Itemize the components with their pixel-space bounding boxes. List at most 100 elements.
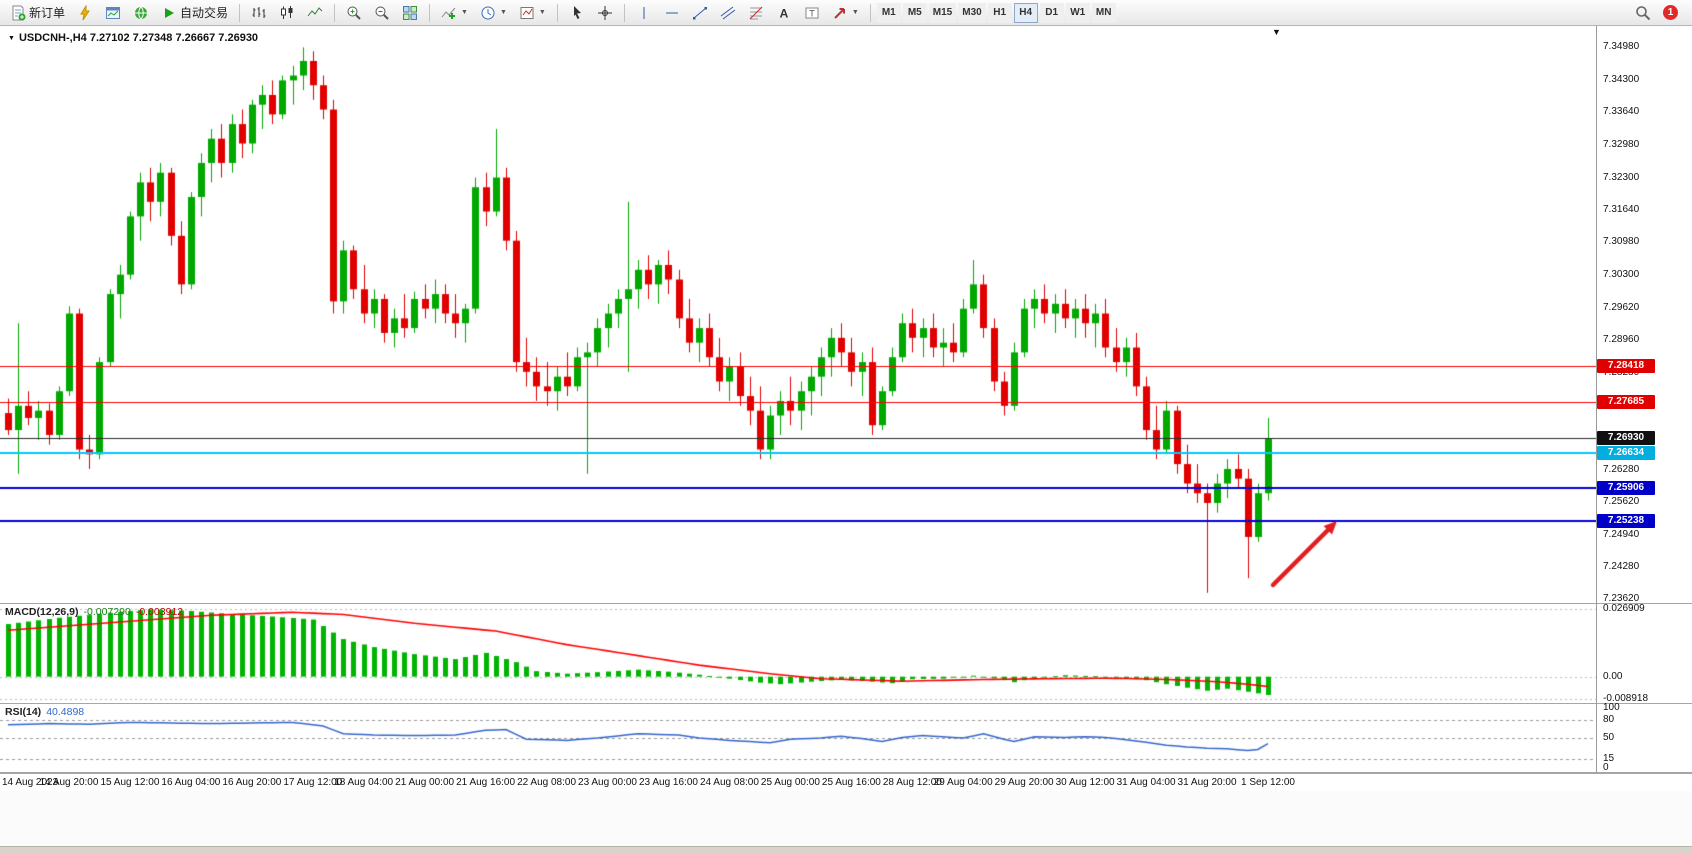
macd-axis-label: 0.00: [1603, 670, 1623, 682]
rsi-indicator-canvas[interactable]: [0, 704, 1596, 771]
macd-axis-label: -0.008918: [1603, 693, 1649, 705]
macd-axis-label: 0.026909: [1603, 603, 1645, 615]
autotrading-icon: [165, 7, 175, 18]
trendline-button[interactable]: [687, 2, 713, 24]
candlestick-chart-button[interactable]: [274, 2, 300, 24]
time-axis-label: 1 Sep 12:00: [1241, 777, 1295, 788]
indicators-icon: [441, 7, 456, 19]
line-chart-button[interactable]: [302, 2, 328, 24]
timeframe-m1-button[interactable]: M1: [876, 2, 901, 23]
toolbar-separator: [334, 3, 336, 22]
bar-chart-button[interactable]: [246, 2, 272, 24]
new-order-button[interactable]: 新订单: [5, 2, 70, 24]
svg-text:T: T: [809, 8, 815, 18]
price-tag[interactable]: 7.25906: [1597, 481, 1655, 496]
equidistant-channel-icon: [720, 6, 736, 19]
time-axis-label: 31 Aug 04:00: [1116, 777, 1176, 788]
chart-shift-marker[interactable]: ▼: [1272, 27, 1281, 37]
templates-button[interactable]: ▼: [514, 2, 551, 24]
window-bottom-edge: [0, 846, 1692, 854]
panel-divider[interactable]: [0, 603, 1692, 604]
chart-window-button[interactable]: [100, 2, 126, 24]
price-axis-label: 7.32980: [1603, 138, 1640, 150]
time-axis-label: 28 Aug 12:00: [882, 777, 942, 788]
time-axis-label: 29 Aug 04:00: [933, 777, 993, 788]
timeframe-w1-button[interactable]: W1: [1065, 2, 1090, 23]
crosshair-button[interactable]: [592, 2, 618, 24]
arrows-button[interactable]: ▼: [827, 2, 864, 24]
price-tag[interactable]: 7.26634: [1597, 445, 1655, 460]
macd-indicator-canvas[interactable]: [0, 604, 1596, 703]
vertical-line-button[interactable]: [631, 2, 657, 24]
rsi-axis-label: 80: [1603, 714, 1615, 725]
symbol-caret-icon[interactable]: ▼: [8, 34, 15, 42]
zoom-out-button[interactable]: [369, 2, 395, 24]
horizontal-line-button[interactable]: [659, 2, 685, 24]
price-axis-label: 7.31640: [1603, 203, 1640, 215]
chart-symbol-header: ▼ USDCNH-,H4 7.27102 7.27348 7.26667 7.2…: [8, 32, 258, 44]
notification-badge[interactable]: 1: [1663, 5, 1678, 20]
zoom-in-button[interactable]: [341, 2, 367, 24]
time-axis-label: 30 Aug 12:00: [1055, 777, 1115, 788]
periods-button[interactable]: ▼: [475, 2, 512, 24]
zoom-in-icon: [347, 6, 361, 20]
macd-signal-value: -0.003912: [135, 606, 184, 618]
time-axis[interactable]: 14 Aug 2023 14 Aug 20:00 15 Aug 12:00 16 Au…: [0, 773, 1692, 791]
macd-main-value: -0.007290: [83, 606, 131, 618]
time-axis-label: 25 Aug 16:00: [821, 777, 881, 788]
timeframe-m30-button[interactable]: M30: [958, 2, 986, 23]
new-order-icon: [12, 5, 26, 20]
rsi-axis-label: 100: [1603, 702, 1620, 713]
autotrading-label: 自动交易: [180, 6, 229, 20]
price-axis-label: 7.29620: [1603, 301, 1640, 313]
price-tag[interactable]: 7.26930: [1597, 431, 1655, 446]
crosshair-icon: [597, 5, 612, 20]
text-button[interactable]: A: [771, 2, 797, 24]
timeframe-h4-button[interactable]: H4: [1013, 2, 1038, 23]
timeframe-mn-button[interactable]: MN: [1091, 2, 1116, 23]
price-tag[interactable]: 7.28418: [1597, 359, 1655, 374]
time-axis-label: 24 Aug 08:00: [699, 777, 759, 788]
dropdown-caret-icon: ▼: [538, 9, 546, 16]
tile-windows-icon: [403, 5, 418, 20]
equidistant-channel-button[interactable]: [715, 2, 741, 24]
vertical-line-icon: [643, 6, 645, 19]
trendline-icon: [692, 6, 707, 19]
new-order-label: 新订单: [29, 6, 66, 20]
cursor-button[interactable]: [564, 2, 590, 24]
price-axis[interactable]: 7.34980 7.34300 7.33640 7.32980 7.32300 7.316…: [1596, 26, 1692, 791]
horizontal-line-icon: [665, 12, 678, 13]
periods-clock-icon: [481, 6, 495, 19]
chart-window-icon: [106, 6, 121, 19]
expert-advisor-icon: [80, 4, 90, 20]
fibonacci-button[interactable]: [743, 2, 769, 24]
expert-advisor-button[interactable]: [72, 2, 98, 24]
price-tag[interactable]: 7.25238: [1597, 513, 1655, 528]
timeframe-m15-button[interactable]: M15: [928, 2, 957, 23]
time-axis-label: 15 Aug 12:00: [100, 777, 160, 788]
panel-divider[interactable]: [0, 703, 1692, 704]
price-axis-divider: [1596, 26, 1597, 791]
macd-label: MACD(12,26,9) -0.007290 -0.003912: [5, 606, 183, 618]
search-button[interactable]: [1630, 2, 1656, 24]
time-axis-label: 31 Aug 20:00: [1177, 777, 1237, 788]
text-label-button[interactable]: T: [799, 2, 825, 24]
rsi-label: RSI(14) 40.4898: [5, 706, 84, 718]
search-icon: [1636, 5, 1651, 20]
indicators-button[interactable]: ▼: [436, 2, 473, 24]
market-watch-icon: [135, 6, 148, 20]
timeframe-d1-button[interactable]: D1: [1039, 2, 1064, 23]
tile-windows-button[interactable]: [397, 2, 423, 24]
time-axis-label: 21 Aug 16:00: [456, 777, 516, 788]
price-tag[interactable]: 7.27685: [1597, 394, 1655, 409]
price-axis-label: 7.34980: [1603, 41, 1640, 53]
price-axis-label: 7.24280: [1603, 561, 1640, 573]
text-icon: A: [780, 6, 789, 20]
market-watch-button[interactable]: [128, 2, 154, 24]
timeframe-m5-button[interactable]: M5: [902, 2, 927, 23]
time-axis-label: 29 Aug 20:00: [994, 777, 1054, 788]
toolbar-separator: [869, 3, 871, 22]
timeframe-h1-button[interactable]: H1: [987, 2, 1012, 23]
autotrading-button[interactable]: 自动交易: [156, 2, 233, 24]
main-chart-canvas[interactable]: [0, 26, 1596, 603]
